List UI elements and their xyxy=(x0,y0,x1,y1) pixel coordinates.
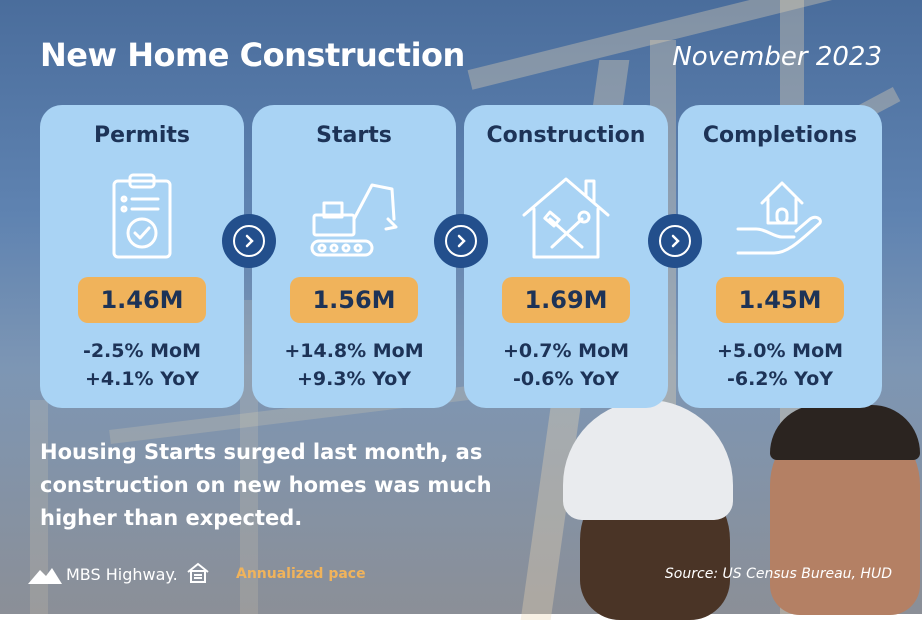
yoy-change: -0.6% YoY xyxy=(512,368,620,390)
house-in-hand-icon xyxy=(736,181,822,255)
chevron-right-icon xyxy=(222,214,276,268)
equal-housing-icon xyxy=(187,562,209,583)
yoy-change: -6.2% YoY xyxy=(726,368,834,390)
chevron-right-icon xyxy=(434,214,488,268)
chevron-right-icon xyxy=(648,214,702,268)
card-permits: Permits 1.46M -2.5% MoM +4.1% YoY xyxy=(40,105,244,408)
clipboard-check-icon xyxy=(112,173,172,259)
value-badge: 1.46M xyxy=(78,277,206,323)
mom-change: +0.7% MoM xyxy=(502,340,630,362)
card-title: Permits xyxy=(94,123,190,148)
value-badge: 1.45M xyxy=(716,277,844,323)
summary-text: Housing Starts surged last month, as con… xyxy=(40,440,492,530)
excavator-icon xyxy=(310,183,398,257)
legend-note: Annualized pace xyxy=(236,566,366,582)
card-completions: Completions 1.45M +5.0% MoM -6.2% YoY xyxy=(678,105,882,408)
brand-name: MBS Highway. xyxy=(66,565,178,584)
card-title: Construction xyxy=(486,123,646,148)
brand-logo: MBS Highway. xyxy=(28,565,178,584)
yoy-change: +9.3% YoY xyxy=(296,368,412,390)
mom-change: +5.0% MoM xyxy=(716,340,844,362)
mountain-logo-icon xyxy=(28,567,62,584)
source-note: Source: US Census Bureau, HUD xyxy=(664,566,892,582)
card-starts: Starts 1.56M +14.8% MoM +9.3% YoY xyxy=(252,105,456,408)
value-badge: 1.56M xyxy=(290,277,418,323)
lumber-beam xyxy=(30,400,48,614)
house-tools-icon xyxy=(522,177,610,259)
mom-change: +14.8% MoM xyxy=(284,340,424,362)
mom-change: -2.5% MoM xyxy=(82,340,202,362)
worker-hair xyxy=(770,405,920,460)
page-title: New Home Construction xyxy=(40,36,465,74)
value-badge: 1.69M xyxy=(502,277,630,323)
yoy-change: +4.1% YoY xyxy=(84,368,200,390)
card-title: Starts xyxy=(316,123,392,148)
card-construction: Construction 1.69M +0.7% MoM -0.6% YoY xyxy=(464,105,668,408)
hard-hat xyxy=(563,400,733,520)
report-date: November 2023 xyxy=(672,42,882,72)
card-title: Completions xyxy=(702,123,858,148)
